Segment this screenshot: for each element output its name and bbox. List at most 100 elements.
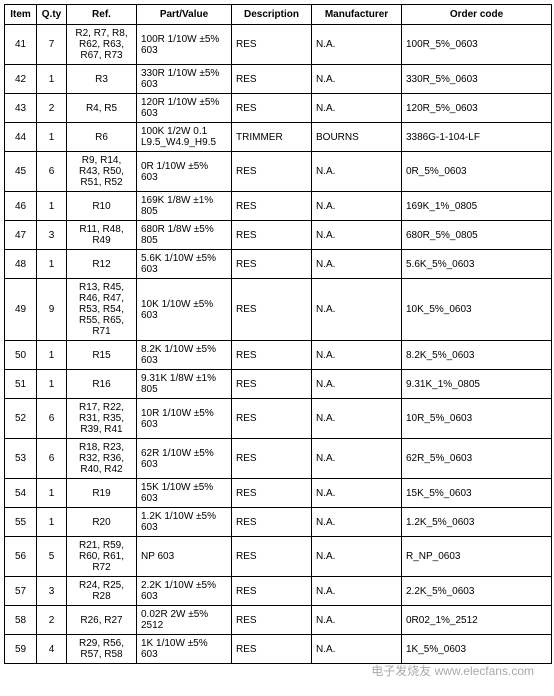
cell-item: 46 [5, 192, 37, 221]
cell-code: 9.31K_1%_0805 [402, 370, 552, 399]
cell-part: 680R 1/8W ±5% 805 [137, 221, 232, 250]
table-row: 421R3330R 1/10W ±5% 603RESN.A.330R_5%_06… [5, 65, 552, 94]
cell-manu: N.A. [312, 479, 402, 508]
cell-manu: N.A. [312, 279, 402, 341]
cell-manu: N.A. [312, 370, 402, 399]
cell-qty: 3 [37, 577, 67, 606]
cell-qty: 1 [37, 370, 67, 399]
cell-item: 42 [5, 65, 37, 94]
cell-part: 100R 1/10W ±5% 603 [137, 25, 232, 65]
cell-manu: N.A. [312, 577, 402, 606]
table-row: 582R26, R270.02R 2W ±5% 2512RESN.A.0R02_… [5, 606, 552, 635]
cell-qty: 4 [37, 635, 67, 664]
cell-code: 0R_5%_0603 [402, 152, 552, 192]
cell-qty: 1 [37, 123, 67, 152]
cell-item: 55 [5, 508, 37, 537]
cell-manu: N.A. [312, 439, 402, 479]
cell-part: 62R 1/10W ±5% 603 [137, 439, 232, 479]
cell-qty: 1 [37, 479, 67, 508]
cell-code: 100R_5%_0603 [402, 25, 552, 65]
table-row: 565R21, R59, R60, R61, R72NP 603RESN.A.R… [5, 537, 552, 577]
cell-ref: R29, R56, R57, R58 [67, 635, 137, 664]
cell-desc: RES [232, 65, 312, 94]
cell-part: 0R 1/10W ±5% 603 [137, 152, 232, 192]
cell-item: 56 [5, 537, 37, 577]
table-row: 501R158.2K 1/10W ±5% 603RESN.A.8.2K_5%_0… [5, 341, 552, 370]
cell-qty: 6 [37, 152, 67, 192]
cell-desc: RES [232, 341, 312, 370]
cell-code: 8.2K_5%_0603 [402, 341, 552, 370]
table-body: 417R2, R7, R8, R62, R63, R67, R73100R 1/… [5, 25, 552, 664]
table-row: 573R24, R25, R282.2K 1/10W ±5% 603RESN.A… [5, 577, 552, 606]
cell-item: 47 [5, 221, 37, 250]
table-row: 594R29, R56, R57, R581K 1/10W ±5% 603RES… [5, 635, 552, 664]
cell-ref: R18, R23, R32, R36, R40, R42 [67, 439, 137, 479]
col-qty: Q.ty [37, 5, 67, 25]
cell-ref: R20 [67, 508, 137, 537]
cell-desc: TRIMMER [232, 123, 312, 152]
cell-qty: 1 [37, 250, 67, 279]
cell-code: 1.2K_5%_0603 [402, 508, 552, 537]
cell-part: 0.02R 2W ±5% 2512 [137, 606, 232, 635]
cell-ref: R12 [67, 250, 137, 279]
cell-part: 8.2K 1/10W ±5% 603 [137, 341, 232, 370]
table-row: 432R4, R5120R 1/10W ±5% 603RESN.A.120R_5… [5, 94, 552, 123]
col-item: Item [5, 5, 37, 25]
cell-desc: RES [232, 192, 312, 221]
cell-qty: 1 [37, 341, 67, 370]
cell-ref: R2, R7, R8, R62, R63, R67, R73 [67, 25, 137, 65]
cell-manu: N.A. [312, 537, 402, 577]
cell-item: 58 [5, 606, 37, 635]
cell-manu: N.A. [312, 221, 402, 250]
cell-part: 1K 1/10W ±5% 603 [137, 635, 232, 664]
table-row: 473R11, R48, R49680R 1/8W ±5% 805RESN.A.… [5, 221, 552, 250]
cell-item: 52 [5, 399, 37, 439]
cell-qty: 2 [37, 94, 67, 123]
cell-desc: RES [232, 577, 312, 606]
cell-code: 120R_5%_0603 [402, 94, 552, 123]
cell-code: 0R02_1%_2512 [402, 606, 552, 635]
cell-ref: R3 [67, 65, 137, 94]
col-code: Order code [402, 5, 552, 25]
bom-table: Item Q.ty Ref. Part/Value Description Ma… [4, 4, 552, 664]
cell-desc: RES [232, 279, 312, 341]
cell-desc: RES [232, 635, 312, 664]
cell-qty: 2 [37, 606, 67, 635]
col-part: Part/Value [137, 5, 232, 25]
cell-item: 54 [5, 479, 37, 508]
cell-item: 50 [5, 341, 37, 370]
cell-desc: RES [232, 537, 312, 577]
cell-ref: R26, R27 [67, 606, 137, 635]
cell-manu: N.A. [312, 152, 402, 192]
cell-code: 169K_1%_0805 [402, 192, 552, 221]
table-row: 551R201.2K 1/10W ±5% 603RESN.A.1.2K_5%_0… [5, 508, 552, 537]
cell-code: 15K_5%_0603 [402, 479, 552, 508]
cell-part: 10K 1/10W ±5% 603 [137, 279, 232, 341]
cell-ref: R19 [67, 479, 137, 508]
table-row: 536R18, R23, R32, R36, R40, R4262R 1/10W… [5, 439, 552, 479]
cell-desc: RES [232, 250, 312, 279]
cell-item: 51 [5, 370, 37, 399]
cell-qty: 6 [37, 399, 67, 439]
cell-part: 2.2K 1/10W ±5% 603 [137, 577, 232, 606]
cell-code: 10R_5%_0603 [402, 399, 552, 439]
cell-qty: 1 [37, 192, 67, 221]
cell-manu: BOURNS [312, 123, 402, 152]
cell-part: 10R 1/10W ±5% 603 [137, 399, 232, 439]
cell-part: 100K 1/2W 0.1 L9.5_W4.9_H9.5 [137, 123, 232, 152]
cell-part: 1.2K 1/10W ±5% 603 [137, 508, 232, 537]
table-row: 441R6100K 1/2W 0.1 L9.5_W4.9_H9.5TRIMMER… [5, 123, 552, 152]
cell-desc: RES [232, 221, 312, 250]
cell-manu: N.A. [312, 192, 402, 221]
cell-desc: RES [232, 94, 312, 123]
cell-qty: 3 [37, 221, 67, 250]
cell-desc: RES [232, 508, 312, 537]
table-row: 461R10169K 1/8W ±1% 805RESN.A.169K_1%_08… [5, 192, 552, 221]
cell-ref: R24, R25, R28 [67, 577, 137, 606]
cell-qty: 1 [37, 508, 67, 537]
table-row: 511R169.31K 1/8W ±1% 805RESN.A.9.31K_1%_… [5, 370, 552, 399]
cell-item: 43 [5, 94, 37, 123]
table-row: 417R2, R7, R8, R62, R63, R67, R73100R 1/… [5, 25, 552, 65]
cell-ref: R21, R59, R60, R61, R72 [67, 537, 137, 577]
cell-code: 5.6K_5%_0603 [402, 250, 552, 279]
